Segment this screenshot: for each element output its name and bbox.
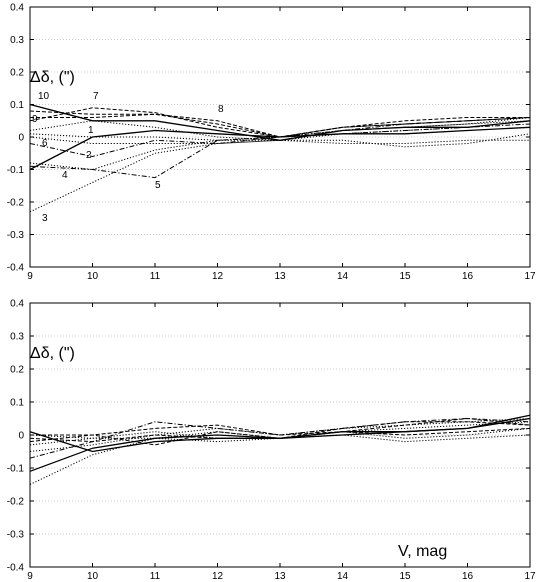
x-tick-label: 11 bbox=[150, 271, 161, 282]
y-tick-label: -0.4 bbox=[7, 563, 25, 574]
series-line-unlabeled-6 bbox=[30, 421, 531, 446]
y-tick-label: 0 bbox=[18, 133, 24, 144]
curve-label-7: 7 bbox=[93, 91, 99, 102]
y-tick-label: 0.3 bbox=[10, 35, 24, 46]
x-tick-label: 16 bbox=[462, 271, 474, 282]
y-tick-label: 0.2 bbox=[10, 365, 24, 376]
curve-label-1: 1 bbox=[88, 125, 94, 136]
y-tick-label: 0.4 bbox=[10, 3, 24, 14]
curve-label-4: 4 bbox=[62, 170, 68, 181]
series-line-unlabeled-10 bbox=[29, 136, 530, 144]
x-tick-label: 11 bbox=[150, 571, 161, 582]
series-line-8 bbox=[30, 113, 530, 138]
y-tick-label: 0.4 bbox=[10, 299, 24, 310]
x-tick-label: 14 bbox=[337, 271, 349, 282]
series-line-2 bbox=[29, 123, 531, 158]
x-tick-label: 10 bbox=[87, 271, 99, 282]
y-tick-label: -0.3 bbox=[7, 230, 25, 241]
x-tick-label: 14 bbox=[337, 571, 349, 582]
y-tick-label: 0.3 bbox=[10, 332, 24, 343]
x-tick-label: 9 bbox=[27, 271, 33, 282]
bottom-panel: -0.4 -0.3 -0.2 -0.1 0 0.1 0.2 0.3 0.4 9 10 11 12 13 14… bbox=[7, 299, 536, 582]
curve-label-8: 8 bbox=[218, 104, 224, 115]
series-line-unlabeled-4 bbox=[29, 417, 531, 459]
y-tick-label: -0.3 bbox=[7, 530, 25, 541]
x-tick-label: 17 bbox=[524, 571, 536, 582]
x-axis-label: V, mag bbox=[398, 543, 447, 560]
panel-label: Δδ, (") bbox=[30, 69, 75, 86]
top-panel: -0.4-0.3-0.2-0.100.10.20.30.49 10 11 12 13 14… bbox=[7, 3, 536, 283]
series-line-unlabeled-8 bbox=[29, 434, 531, 443]
x-tick-label: 13 bbox=[274, 571, 286, 582]
x-tick-label: 17 bbox=[524, 271, 536, 282]
y-tick-label: 0.1 bbox=[10, 398, 24, 409]
series-line-unlabeled-11 bbox=[29, 133, 531, 148]
y-tick-label: -0.1 bbox=[7, 464, 25, 475]
series-line-unlabeled-9 bbox=[29, 427, 531, 443]
curve-label-2: 2 bbox=[86, 150, 92, 161]
x-tick-label: 15 bbox=[399, 271, 411, 282]
x-tick-label: 9 bbox=[27, 571, 33, 582]
series-line-3 bbox=[29, 120, 531, 213]
x-tick-label: 13 bbox=[274, 271, 286, 282]
series-line-1 bbox=[29, 126, 531, 171]
series-line-9 bbox=[29, 110, 531, 138]
y-tick-label: -0.2 bbox=[7, 497, 25, 508]
x-tick-label: 12 bbox=[212, 271, 224, 282]
series-line-unlabeled-2 bbox=[29, 421, 531, 485]
series-line-5 bbox=[29, 117, 531, 179]
curve-label-5: 5 bbox=[155, 180, 161, 191]
curve-label-3: 3 bbox=[42, 213, 48, 224]
curve-label-9: 9 bbox=[32, 114, 38, 125]
x-tick-label: 16 bbox=[462, 571, 474, 582]
y-tick-label: 0.2 bbox=[10, 68, 24, 79]
series-line-4 bbox=[29, 120, 531, 171]
y-tick-label: 0.1 bbox=[10, 100, 24, 111]
x-tick-label: 12 bbox=[212, 571, 224, 582]
x-tick-label: 10 bbox=[87, 571, 99, 582]
x-tick-label: 15 bbox=[399, 571, 411, 582]
y-tick-label: -0.4 bbox=[7, 263, 25, 274]
panel-label: Δδ, (") bbox=[30, 345, 75, 362]
y-tick-label: -0.1 bbox=[7, 165, 25, 176]
y-tick-label: -0.2 bbox=[7, 198, 25, 209]
curve-label-10: 10 bbox=[38, 91, 50, 102]
y-tick-label: 0 bbox=[18, 431, 24, 442]
series-line-6 bbox=[29, 117, 531, 141]
curve-label-6: 6 bbox=[42, 138, 48, 149]
